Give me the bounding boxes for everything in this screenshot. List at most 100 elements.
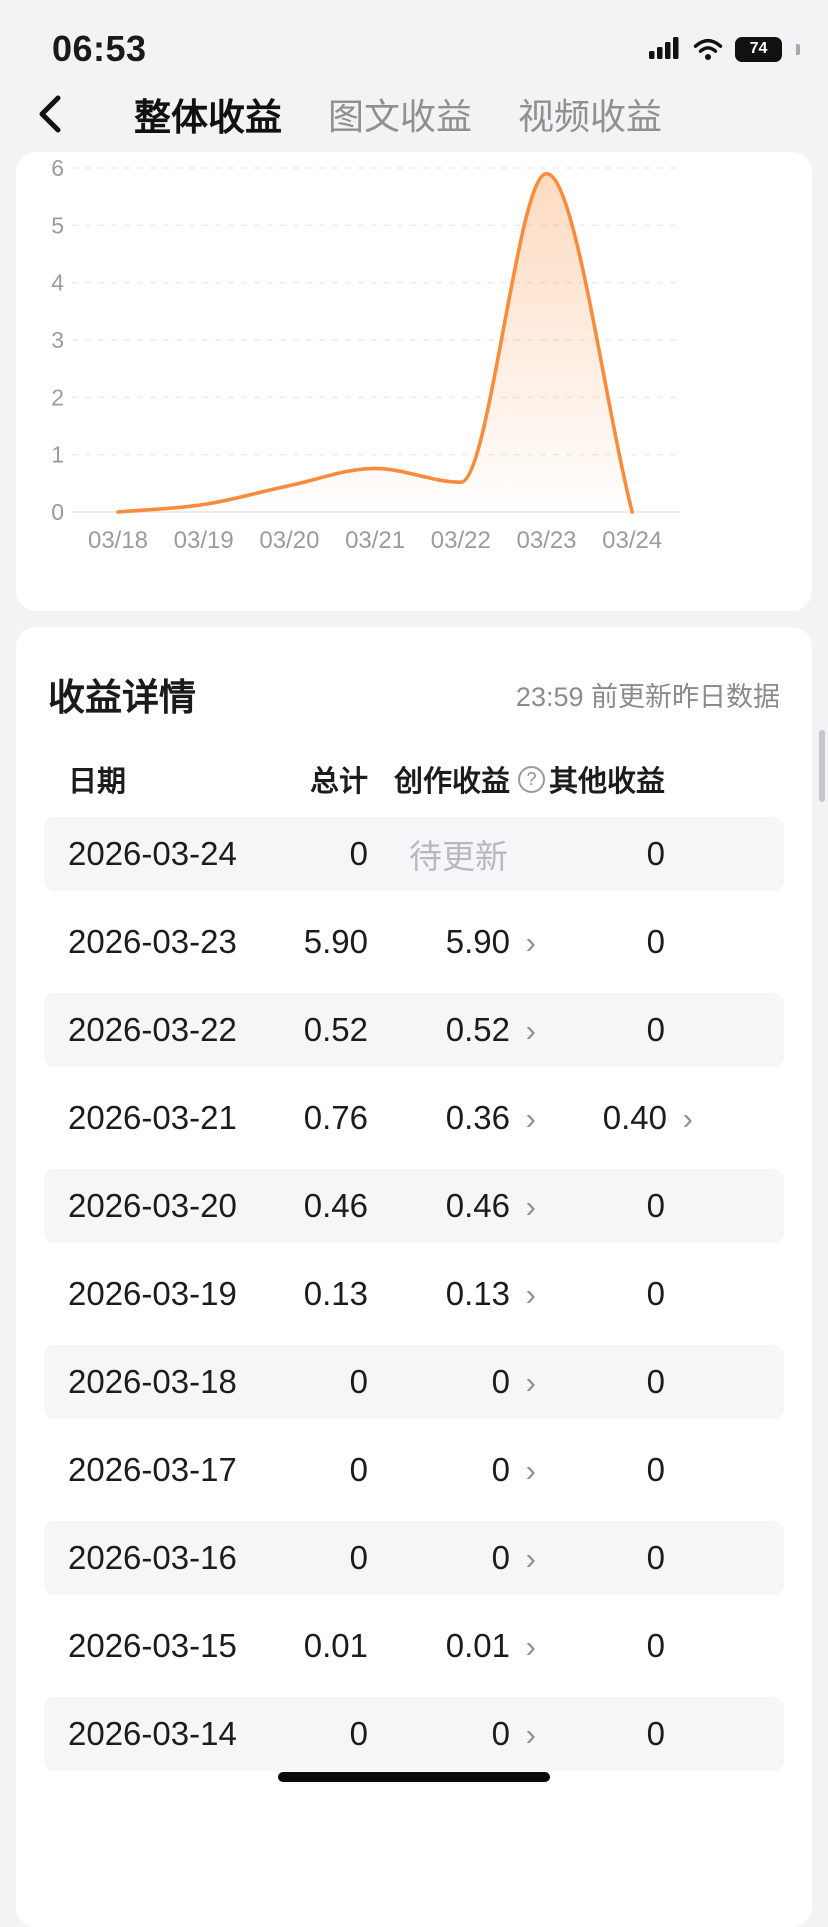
total-cell: 0 (349, 1363, 368, 1400)
chevron-right-icon: › (525, 1012, 536, 1048)
status-bar: 06:53 74 (0, 0, 828, 84)
battery-indicator: 74 (735, 36, 782, 62)
date-cell: 2026-03-16 (68, 1539, 237, 1576)
svg-text:4: 4 (51, 270, 64, 296)
date-cell: 2026-03-24 (68, 835, 237, 872)
chevron-right-icon: › (525, 1540, 536, 1576)
other-revenue-cell: 0 (646, 1011, 665, 1048)
svg-text:03/23: 03/23 (516, 527, 576, 554)
creation-revenue-cell[interactable]: 0.13 › (445, 1275, 536, 1312)
other-revenue-cell: 0 (646, 1451, 665, 1488)
total-cell: 0.76 (303, 1099, 368, 1136)
other-revenue-cell: 0 (646, 1627, 665, 1664)
battery-percent: 74 (749, 40, 768, 57)
svg-text:03/19: 03/19 (174, 527, 234, 554)
table-body: 2026-03-24 0 待更新 0 2026-03-23 5.90 5.90 › 0 2026-… (44, 817, 784, 1771)
chevron-right-icon: › (525, 1452, 536, 1488)
status-icons: 74 (649, 36, 800, 62)
creation-revenue-cell[interactable]: 0.52 › (445, 1011, 536, 1048)
cellular-signal-icon (649, 37, 679, 59)
date-cell: 2026-03-19 (68, 1275, 237, 1312)
date-cell: 2026-03-23 (68, 923, 237, 960)
table-row[interactable]: 2026-03-22 0.52 0.52 › 0 (44, 993, 784, 1067)
tab-overall-revenue[interactable]: 整体收益 (134, 97, 282, 138)
column-header-date: 日期 (68, 766, 127, 798)
home-indicator[interactable] (278, 1772, 550, 1782)
date-cell: 2026-03-15 (68, 1627, 237, 1664)
other-revenue-cell: 0 (646, 1539, 665, 1576)
x-axis-labels: 03/18 03/19 03/20 03/21 03/22 03/23 03/24 (88, 527, 662, 554)
column-header-other: 其他收益 (548, 766, 665, 798)
creation-revenue-cell[interactable]: 0 › (491, 1363, 536, 1400)
wifi-icon (693, 38, 723, 60)
svg-text:03/24: 03/24 (602, 527, 662, 554)
column-header-total: 总计 (309, 766, 368, 798)
total-cell: 0 (349, 1715, 368, 1752)
total-cell: 0.46 (303, 1187, 368, 1224)
creation-revenue-cell: 待更新 (409, 838, 508, 875)
creation-revenue-cell[interactable]: 0.01 › (445, 1627, 536, 1664)
tab-video-revenue[interactable]: 视频收益 (518, 96, 663, 137)
section-title: 收益详情 (48, 677, 196, 718)
table-row[interactable]: 2026-03-15 0.01 0.01 › 0 (44, 1609, 784, 1683)
other-revenue-cell: 0 (646, 1715, 665, 1752)
total-cell: 0.52 (303, 1011, 368, 1048)
details-header: 收益详情 23:59 前更新昨日数据 (44, 657, 784, 749)
date-cell: 2026-03-17 (68, 1451, 237, 1488)
revenue-table: 日期 总计 创作收益 ? 其他收益 2026-03-24 0 待更新 0 2026-03… (44, 749, 784, 1771)
chevron-right-icon: › (525, 1188, 536, 1224)
chevron-right-icon: › (682, 1100, 693, 1136)
creation-revenue-cell[interactable]: 0 › (491, 1715, 536, 1752)
table-row[interactable]: 2026-03-18 0 0 › 0 (44, 1345, 784, 1419)
other-revenue-cell: 0 (646, 1275, 665, 1312)
other-revenue-cell: 0 (646, 835, 665, 872)
status-time: 06:53 (52, 28, 147, 69)
scrollbar[interactable] (819, 730, 825, 802)
back-button[interactable] (34, 90, 92, 138)
tab-article-revenue[interactable]: 图文收益 (328, 96, 473, 137)
update-note: 23:59 前更新昨日数据 (515, 681, 780, 712)
table-row[interactable]: 2026-03-20 0.46 0.46 › 0 (44, 1169, 784, 1243)
date-cell: 2026-03-18 (68, 1363, 237, 1400)
chevron-right-icon: › (525, 1364, 536, 1400)
svg-text:6: 6 (51, 160, 64, 181)
date-cell: 2026-03-14 (68, 1715, 237, 1752)
svg-text:2: 2 (51, 384, 64, 410)
svg-text:5: 5 (51, 212, 64, 238)
other-revenue-cell[interactable]: 0.40 › (602, 1099, 693, 1136)
chevron-right-icon: › (525, 1276, 536, 1312)
date-cell: 2026-03-21 (68, 1099, 237, 1136)
table-row[interactable]: 2026-03-23 5.90 5.90 › 0 (44, 905, 784, 979)
chevron-right-icon: › (525, 1716, 536, 1752)
total-cell: 5.90 (303, 923, 368, 960)
creation-revenue-cell[interactable]: 0 › (491, 1451, 536, 1488)
nav-bar: 整体收益 图文收益 视频收益 (0, 84, 828, 144)
table-row[interactable]: 2026-03-19 0.13 0.13 › 0 (44, 1257, 784, 1331)
revenue-chart: 0 1 2 3 4 5 6 03/18 03/19 03/20 03/21 03/22 03/23 03/… (32, 155, 796, 567)
chevron-right-icon: › (525, 1100, 536, 1136)
revenue-area (118, 173, 633, 512)
creation-revenue-cell[interactable]: 0 › (491, 1539, 536, 1576)
column-header-creation: 创作收益 ? (368, 758, 545, 800)
creation-revenue-cell[interactable]: 5.90 › (445, 923, 536, 960)
svg-text:03/22: 03/22 (431, 527, 491, 554)
table-row[interactable]: 2026-03-16 0 0 › 0 (44, 1521, 784, 1595)
table-header: 日期 总计 创作收益 ? 其他收益 (44, 749, 784, 809)
other-revenue-cell: 0 (646, 1363, 665, 1400)
total-cell: 0.13 (303, 1275, 368, 1312)
creation-revenue-cell[interactable]: 0.46 › (445, 1187, 536, 1224)
svg-text:03/18: 03/18 (88, 527, 148, 554)
table-row[interactable]: 2026-03-14 0 0 › 0 (44, 1697, 784, 1771)
creation-revenue-cell[interactable]: 0.36 › (445, 1099, 536, 1136)
chart-card: 0 1 2 3 4 5 6 03/18 03/19 03/20 03/21 03/22 03/23 03/… (16, 152, 812, 611)
table-row[interactable]: 2026-03-21 0.76 0.36 › 0.40 › (44, 1081, 784, 1155)
other-revenue-cell: 0 (646, 1187, 665, 1224)
chevron-left-icon (39, 95, 61, 133)
svg-text:03/20: 03/20 (259, 527, 319, 554)
table-row[interactable]: 2026-03-17 0 0 › 0 (44, 1433, 784, 1507)
table-row[interactable]: 2026-03-24 0 待更新 0 (44, 817, 784, 891)
help-icon[interactable]: ? (518, 765, 545, 793)
chevron-right-icon: › (525, 924, 536, 960)
svg-text:0: 0 (51, 499, 64, 525)
